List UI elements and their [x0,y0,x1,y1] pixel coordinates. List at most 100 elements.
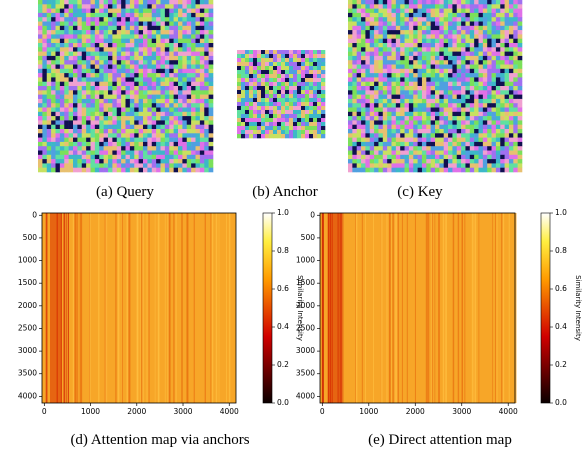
pixel [431,56,436,61]
heatmap-stripe [90,213,91,403]
pixel [64,129,69,134]
pixel [209,56,214,61]
pixel [60,151,65,156]
pixel [187,108,192,113]
pixel [265,110,269,114]
pixel [147,4,152,9]
pixel [134,39,139,44]
pixel [60,103,65,108]
pixel [56,0,61,5]
pixel [348,4,353,9]
pixel [156,65,161,70]
pixel [47,13,52,18]
pixel [378,151,383,156]
pixel [99,86,104,91]
pixel [405,52,410,57]
pixel [513,103,518,108]
pixel [126,168,131,173]
pixel [470,0,475,5]
pixel [174,0,179,5]
pixel [191,0,196,5]
pixel [435,60,440,65]
pixel [496,9,501,14]
pixel [348,142,353,147]
pixel [117,30,122,35]
pixel [281,86,285,90]
pixel [400,17,405,22]
pixel [165,108,170,113]
pixel [121,163,126,168]
pixel [422,73,427,78]
pixel [245,102,249,106]
pixel [518,168,523,173]
pixel [134,103,139,108]
pixel [47,56,52,61]
pixel [444,9,449,14]
pixel [431,125,436,130]
pixel [134,125,139,130]
pixel [413,168,418,173]
pixel [134,34,139,39]
pixel [249,102,253,106]
pixel [509,138,514,143]
pixel [178,82,183,87]
pixel [95,163,100,168]
pixel [165,146,170,151]
pixel [448,56,453,61]
pixel [285,130,289,134]
pixel [277,94,281,98]
pixel [281,126,285,130]
pixel [130,155,135,160]
pixel [321,58,325,62]
pixel [387,60,392,65]
pixel [178,133,183,138]
pixel [405,13,410,18]
pixel [297,106,301,110]
pixel [505,43,510,48]
pixel [64,120,69,125]
pixel [73,125,78,130]
pixel [361,17,366,22]
pixel [82,9,87,14]
pixel [409,116,414,121]
pixel [182,90,187,95]
pixel [465,4,470,9]
pixel [165,73,170,78]
pixel [392,99,397,104]
pixel [265,70,269,74]
pixel [505,17,510,22]
pixel [396,155,401,160]
pixel [413,151,418,156]
pixel [134,142,139,147]
pixel [396,39,401,44]
pixel [99,151,104,156]
pixel [474,0,479,5]
pixel [479,56,484,61]
pixel [465,43,470,48]
colorbar-tick-label: 0.0 [555,398,567,407]
pixel [277,82,281,86]
pixel [418,129,423,134]
pixel [348,151,353,156]
pixel [457,22,462,27]
pixel [139,60,144,65]
pixel [169,0,174,5]
pixel [293,114,297,118]
pixel [182,73,187,78]
pixel [165,9,170,14]
pixel [357,125,362,130]
pixel [321,122,325,126]
pixel [461,52,466,57]
pixel [448,0,453,5]
caption: (c) Key [397,184,443,200]
pixel [509,146,514,151]
pixel [496,82,501,87]
pixel [439,146,444,151]
pixel [483,168,488,173]
pixel [293,118,297,122]
pixel [505,125,510,130]
pixel [169,30,174,35]
pixel [374,90,379,95]
pixel [400,69,405,74]
pixel [204,39,209,44]
